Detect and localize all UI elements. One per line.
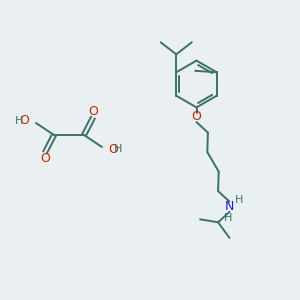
Text: O: O — [88, 105, 98, 118]
Text: H: H — [114, 143, 123, 154]
Text: O: O — [192, 110, 201, 124]
Text: O: O — [109, 143, 118, 156]
Text: H: H — [15, 116, 24, 127]
Text: H: H — [235, 195, 243, 205]
Text: H: H — [224, 213, 232, 223]
Text: O: O — [20, 114, 29, 127]
Text: O: O — [40, 152, 50, 165]
Text: N: N — [225, 200, 234, 213]
